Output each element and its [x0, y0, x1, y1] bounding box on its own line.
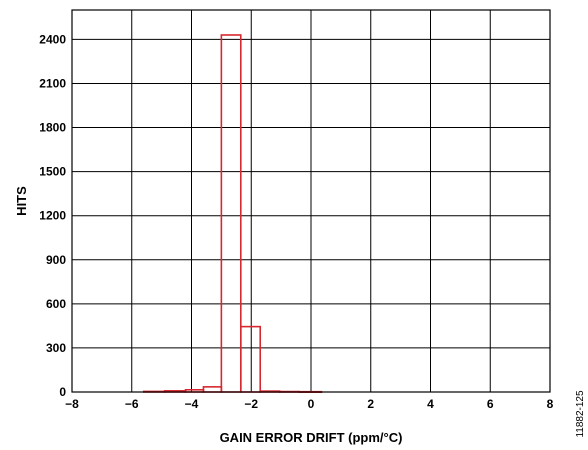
- y-tick-label: 1200: [39, 209, 66, 223]
- y-tick-label: 1800: [39, 121, 66, 135]
- x-axis-title: GAIN ERROR DRIFT (ppm/°C): [220, 430, 403, 445]
- x-tick-label: 2: [367, 397, 374, 411]
- grid: [72, 10, 550, 392]
- plot-frame: [71, 9, 551, 393]
- y-tick-label: 2100: [39, 76, 66, 90]
- histogram-bin: [220, 34, 242, 393]
- y-axis-title: HITS: [14, 186, 29, 216]
- histogram-bin: [239, 325, 262, 393]
- x-tick-label: −6: [125, 397, 139, 411]
- x-tick-label: 0: [308, 397, 315, 411]
- x-tick-label: 4: [427, 397, 434, 411]
- y-tick-label: 1500: [39, 165, 66, 179]
- y-tick-labels: 0 300 600 900 1200 1500 1800 2100 2400: [39, 32, 66, 399]
- x-tick-label: 8: [547, 397, 554, 411]
- y-tick-label: 600: [46, 297, 66, 311]
- x-tick-label: −4: [185, 397, 199, 411]
- y-tick-label: 900: [46, 253, 66, 267]
- x-tick-label: −2: [244, 397, 258, 411]
- x-tick-labels: −8 −6 −4 −2 0 2 4 6 8: [65, 397, 554, 411]
- histogram-bin: [202, 386, 223, 393]
- x-tick-label: −8: [65, 397, 79, 411]
- figure-id: 11882-125: [575, 390, 586, 438]
- histogram-bars: [142, 34, 323, 394]
- y-tick-label: 2400: [39, 32, 66, 46]
- y-tick-label: 300: [46, 341, 66, 355]
- x-tick-label: 6: [487, 397, 494, 411]
- y-tick-label: 0: [59, 385, 66, 399]
